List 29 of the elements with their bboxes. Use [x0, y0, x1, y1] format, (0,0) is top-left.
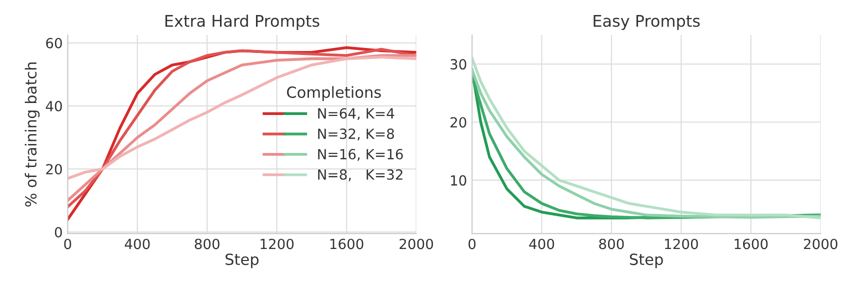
x-tick-label: 2000	[400, 238, 434, 250]
x-tick-label: 2000	[804, 238, 838, 250]
y-tick-label: 40	[46, 100, 62, 112]
chart-title: Easy Prompts	[594, 15, 700, 30]
y-axis-title: % of training batch	[24, 62, 40, 207]
y-tick-label: 0	[54, 226, 62, 238]
y-tick-label: 10	[451, 175, 466, 186]
y-tick-label: 60	[46, 38, 62, 48]
legend-label: N=32, K=8	[318, 128, 394, 140]
legend-label: N=64, K=4	[318, 108, 394, 120]
x-tick-label: 800	[599, 238, 624, 250]
x-tick-label: 1200	[665, 238, 698, 250]
x-tick-label: 400	[529, 238, 554, 250]
x-tick-label: 800	[194, 238, 220, 250]
legend-title: Completions	[287, 86, 381, 101]
x-axis-title: Step	[630, 254, 663, 268]
y-tick-label: 30	[450, 59, 466, 70]
y-tick-label: 20	[450, 117, 466, 128]
x-tick-label: 0	[468, 238, 476, 250]
chart-title: Extra Hard Prompts	[165, 14, 320, 30]
x-tick-label: 1600	[734, 238, 768, 250]
y-tick-label: 20	[46, 164, 62, 174]
x-tick-label: 0	[64, 238, 72, 250]
x-axis-title: Step	[226, 254, 259, 268]
x-tick-label: 1200	[260, 238, 294, 250]
legend-label: N=8, K=32	[318, 169, 402, 182]
x-tick-label: 400	[124, 238, 150, 250]
legend-label: N=16, K=16	[318, 148, 403, 161]
x-tick-label: 1600	[330, 238, 364, 250]
